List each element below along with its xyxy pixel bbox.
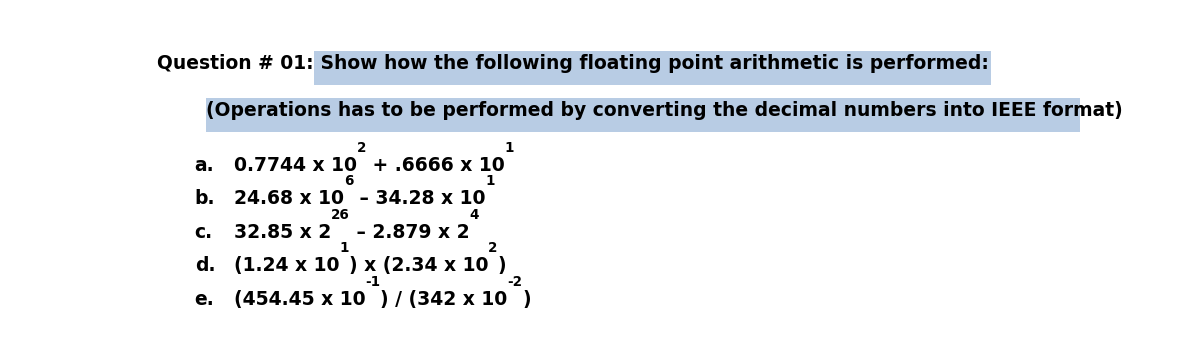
Text: Show how the following floating point arithmetic is performed:: Show how the following floating point ar… (314, 54, 989, 73)
Text: -2: -2 (508, 275, 522, 289)
Text: 1: 1 (340, 242, 348, 255)
Text: – 2.879 x 2: – 2.879 x 2 (349, 223, 469, 242)
Text: 2: 2 (488, 242, 498, 255)
Text: (Operations has to be performed by converting the decimal numbers into IEEE form: (Operations has to be performed by conve… (206, 101, 1122, 120)
Text: 4: 4 (469, 208, 479, 222)
Text: ) x (2.34 x 10: ) x (2.34 x 10 (348, 256, 488, 275)
FancyBboxPatch shape (314, 51, 991, 85)
Text: 2: 2 (356, 141, 366, 155)
Text: + .6666 x 10: + .6666 x 10 (366, 156, 505, 175)
Text: – 34.28 x 10: – 34.28 x 10 (353, 189, 486, 208)
Text: ): ) (522, 290, 532, 309)
Text: 1: 1 (505, 141, 515, 155)
Text: Question # 01:: Question # 01: (157, 54, 314, 73)
Text: 24.68 x 10: 24.68 x 10 (234, 189, 343, 208)
Text: 0.7744 x 10: 0.7744 x 10 (234, 156, 356, 175)
Text: e.: e. (194, 290, 215, 309)
Text: 26: 26 (331, 208, 349, 222)
Text: a.: a. (194, 156, 215, 175)
Text: 6: 6 (343, 174, 353, 188)
Text: d.: d. (194, 256, 215, 275)
Text: (454.45 x 10: (454.45 x 10 (234, 290, 365, 309)
Text: 32.85 x 2: 32.85 x 2 (234, 223, 331, 242)
Text: ): ) (498, 256, 506, 275)
Text: 1: 1 (486, 174, 494, 188)
Text: ) / (342 x 10: ) / (342 x 10 (380, 290, 508, 309)
Text: b.: b. (194, 189, 215, 208)
Text: -1: -1 (365, 275, 380, 289)
Text: (1.24 x 10: (1.24 x 10 (234, 256, 340, 275)
FancyBboxPatch shape (206, 98, 1124, 132)
Text: c.: c. (194, 223, 212, 242)
